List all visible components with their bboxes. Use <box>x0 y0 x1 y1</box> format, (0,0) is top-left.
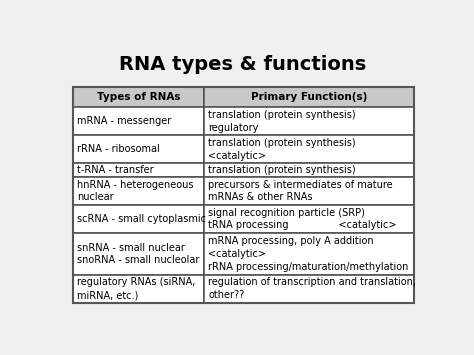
Bar <box>204 275 414 303</box>
Bar <box>204 233 414 275</box>
Bar <box>204 107 414 135</box>
Bar <box>73 87 414 303</box>
Text: precursors & intermediates of mature
mRNAs & other RNAs: precursors & intermediates of mature mRN… <box>209 180 393 202</box>
Text: Types of RNAs: Types of RNAs <box>97 92 181 102</box>
Text: mRNA - messenger: mRNA - messenger <box>77 116 171 126</box>
Text: Primary Function(s): Primary Function(s) <box>251 92 367 102</box>
Bar <box>204 205 414 233</box>
Text: t-RNA - transfer: t-RNA - transfer <box>77 165 154 175</box>
Text: regulatory RNAs (siRNA,
miRNA, etc.): regulatory RNAs (siRNA, miRNA, etc.) <box>77 278 195 300</box>
Bar <box>73 87 414 303</box>
Bar <box>73 275 204 303</box>
Bar <box>73 163 204 177</box>
Bar <box>73 135 204 163</box>
Bar <box>204 135 414 163</box>
Text: RNA types & functions: RNA types & functions <box>119 55 366 73</box>
Bar <box>73 233 204 275</box>
Bar <box>73 177 204 205</box>
Text: translation (protein synthesis): translation (protein synthesis) <box>209 165 356 175</box>
Text: regulation of transcription and translation,
other??: regulation of transcription and translat… <box>209 278 416 300</box>
Text: hnRNA - heterogeneous
nuclear: hnRNA - heterogeneous nuclear <box>77 180 193 202</box>
Bar <box>204 163 414 177</box>
Bar <box>204 87 414 107</box>
Text: translation (protein synthesis)
<catalytic>: translation (protein synthesis) <catalyt… <box>209 138 356 160</box>
Text: signal recognition particle (SRP)
tRNA processing                <catalytic>: signal recognition particle (SRP) tRNA p… <box>209 208 397 230</box>
Bar <box>204 177 414 205</box>
Bar <box>73 107 204 135</box>
Bar <box>73 87 204 107</box>
Text: scRNA - small cytoplasmic: scRNA - small cytoplasmic <box>77 214 206 224</box>
Text: snRNA - small nuclear
snoRNA - small nucleolar: snRNA - small nuclear snoRNA - small nuc… <box>77 242 200 266</box>
Text: mRNA processing, poly A addition
<catalytic>
rRNA processing/maturation/methylat: mRNA processing, poly A addition <cataly… <box>209 236 409 272</box>
Bar <box>73 205 204 233</box>
Text: translation (protein synthesis)
regulatory: translation (protein synthesis) regulato… <box>209 110 356 133</box>
Text: rRNA - ribosomal: rRNA - ribosomal <box>77 144 160 154</box>
